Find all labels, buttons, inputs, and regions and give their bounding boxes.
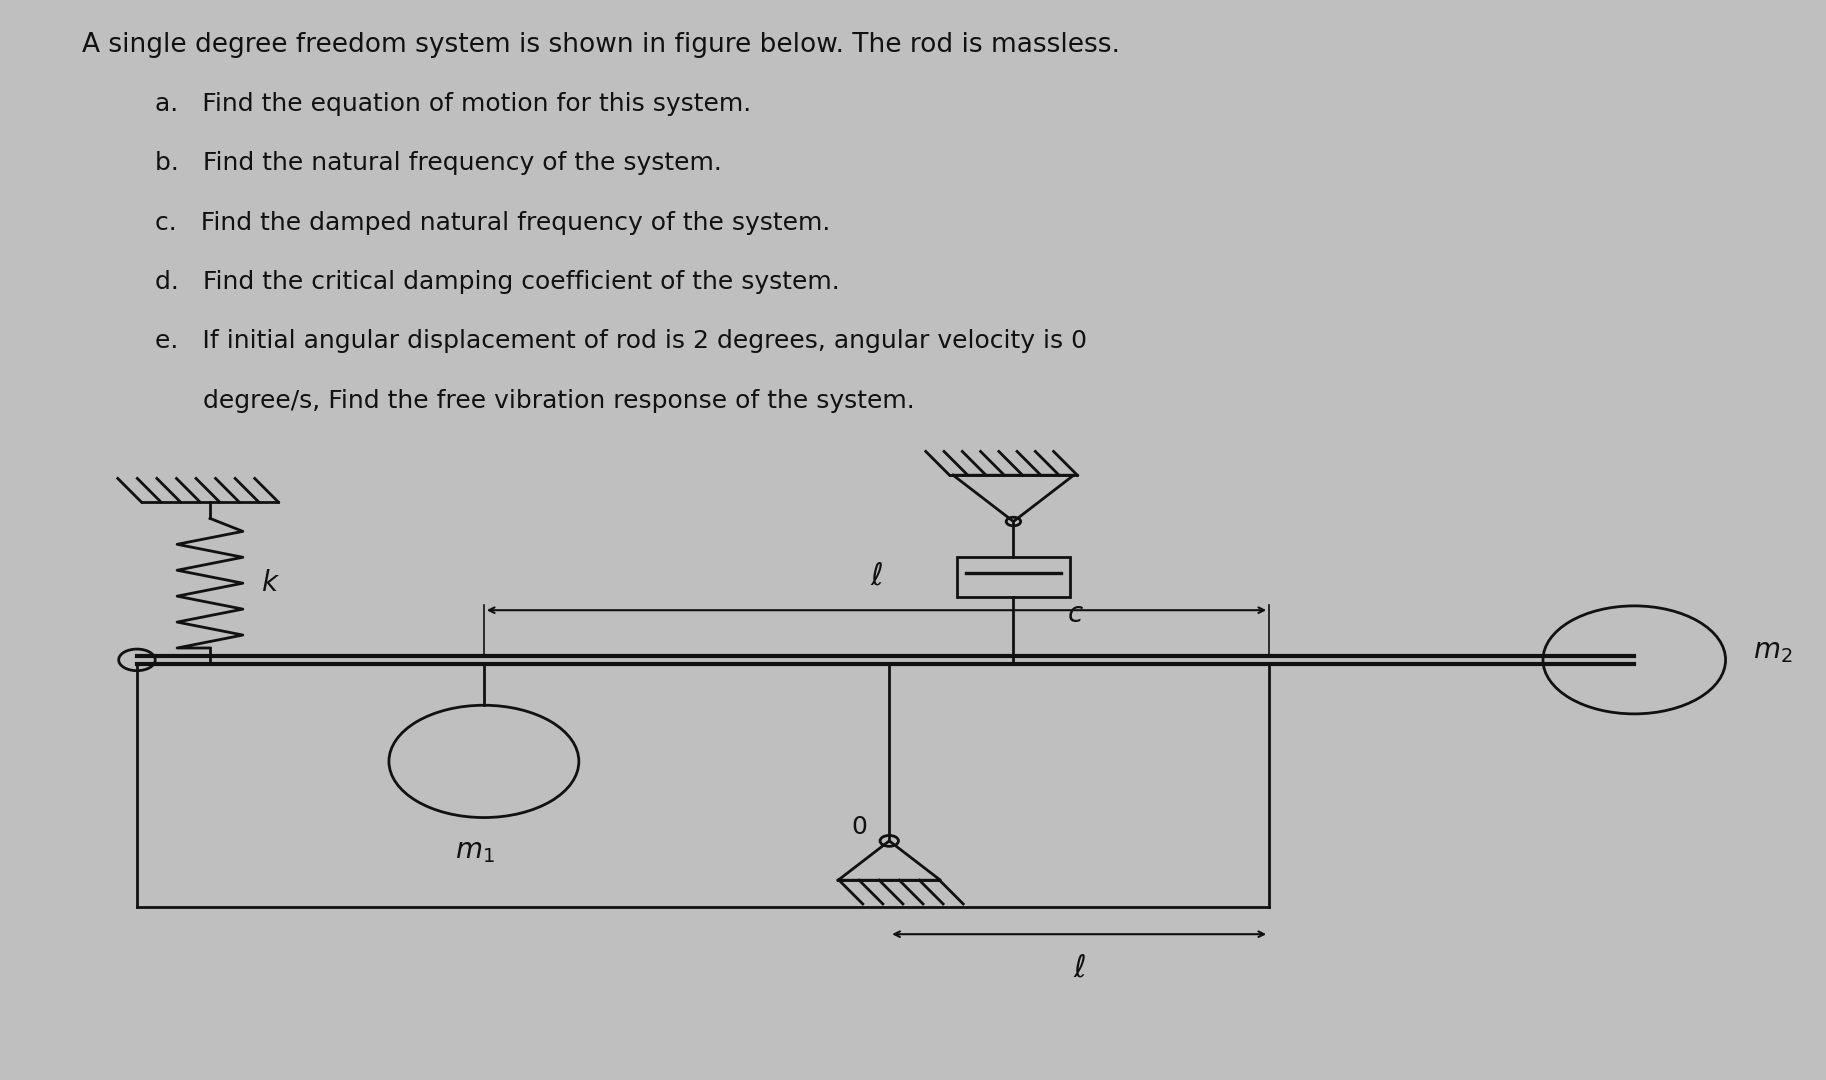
- Text: e.   If initial angular displacement of rod is 2 degrees, angular velocity is 0: e. If initial angular displacement of ro…: [155, 329, 1086, 353]
- Bar: [957, 557, 1070, 597]
- Text: $\ell$: $\ell$: [869, 562, 884, 591]
- Circle shape: [119, 649, 155, 671]
- Text: b.   Find the natural frequency of the system.: b. Find the natural frequency of the sys…: [155, 151, 721, 175]
- Text: d.   Find the critical damping coefficient of the system.: d. Find the critical damping coefficient…: [155, 270, 840, 294]
- Text: $\ell$: $\ell$: [1072, 954, 1086, 983]
- Text: c.   Find the damped natural frequency of the system.: c. Find the damped natural frequency of …: [155, 211, 831, 234]
- Text: a.   Find the equation of motion for this system.: a. Find the equation of motion for this …: [155, 92, 752, 116]
- Text: A single degree freedom system is shown in figure below. The rod is massless.: A single degree freedom system is shown …: [82, 32, 1119, 58]
- Text: c: c: [1068, 600, 1083, 629]
- Text: $m_1$: $m_1$: [455, 837, 495, 865]
- Text: k: k: [261, 569, 278, 597]
- Text: 0: 0: [851, 814, 867, 839]
- Text: degree/s, Find the free vibration response of the system.: degree/s, Find the free vibration respon…: [155, 389, 915, 413]
- Text: $m_2$: $m_2$: [1753, 637, 1793, 665]
